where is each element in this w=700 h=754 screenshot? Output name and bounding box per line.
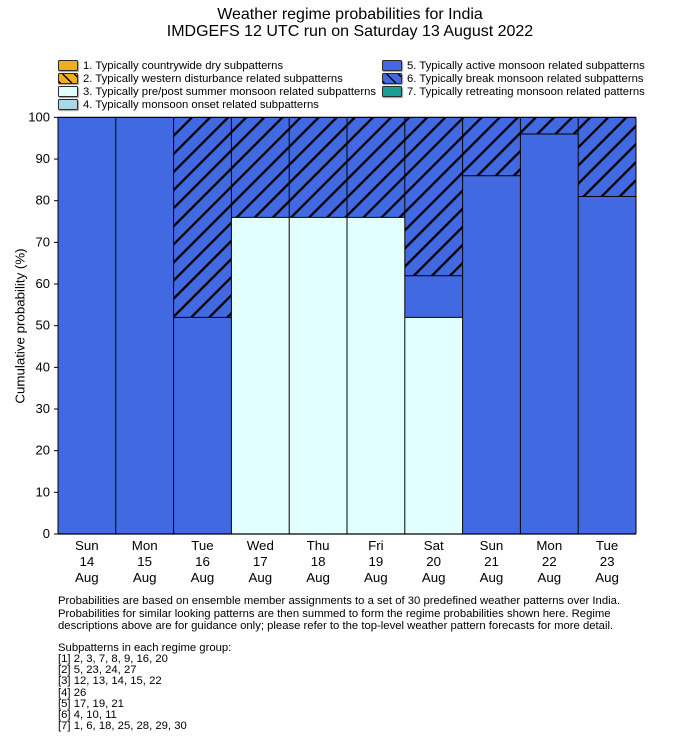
svg-text:50: 50 xyxy=(36,318,50,333)
svg-text:80: 80 xyxy=(36,193,50,208)
svg-text:30: 30 xyxy=(36,401,50,416)
svg-text:60: 60 xyxy=(36,276,50,291)
svg-text:40: 40 xyxy=(36,359,50,374)
svg-text:20: 20 xyxy=(36,443,50,458)
svg-text:10: 10 xyxy=(36,484,50,499)
svg-text:90: 90 xyxy=(36,151,50,166)
svg-text:70: 70 xyxy=(36,234,50,249)
